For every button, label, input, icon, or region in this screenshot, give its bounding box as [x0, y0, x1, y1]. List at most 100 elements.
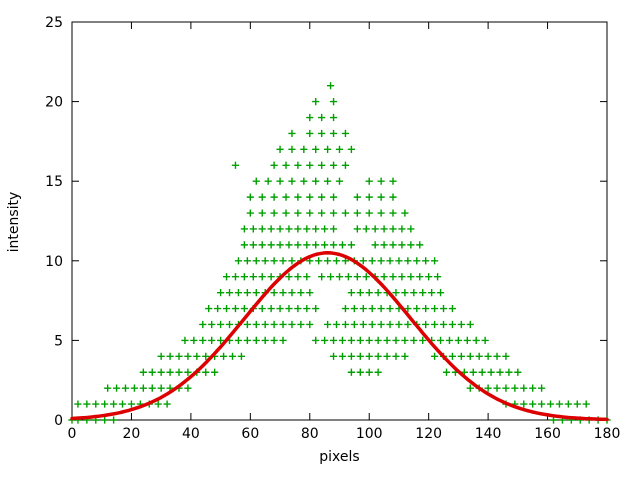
- data-point-marker: [329, 336, 338, 344]
- data-point-marker: [312, 304, 320, 313]
- data-point-marker: [353, 209, 361, 217]
- data-point-marker: [324, 145, 332, 153]
- data-point-marker: [410, 336, 418, 344]
- data-point-marker: [374, 368, 382, 376]
- data-point-marker: [306, 209, 314, 217]
- data-point-marker: [365, 289, 373, 297]
- data-point-marker: [252, 257, 260, 265]
- data-point-marker: [225, 320, 234, 329]
- data-point-marker: [324, 257, 332, 265]
- data-point-marker: [261, 320, 269, 329]
- data-point-marker: [359, 257, 367, 265]
- data-point-marker: [270, 320, 278, 329]
- data-point-marker: [288, 257, 296, 265]
- data-point-marker: [231, 304, 240, 313]
- data-point-marker: [246, 209, 254, 217]
- data-point-marker: [294, 304, 302, 313]
- data-point-marker: [341, 209, 350, 217]
- data-point-marker: [199, 336, 207, 344]
- data-point-marker: [276, 241, 284, 249]
- data-point-marker: [377, 320, 385, 329]
- data-point-marker: [347, 289, 355, 297]
- data-point-marker: [294, 273, 302, 281]
- data-point-marker: [555, 400, 564, 408]
- data-point-marker: [312, 241, 320, 249]
- data-point-marker: [252, 177, 260, 185]
- data-point-marker: [318, 273, 326, 281]
- data-point-marker: [475, 352, 483, 360]
- data-point-marker: [285, 241, 293, 249]
- data-point-marker: [362, 273, 370, 281]
- data-point-marker: [222, 273, 231, 281]
- data-point-marker: [436, 289, 445, 297]
- data-point-marker: [466, 384, 474, 392]
- data-point-marker: [365, 177, 373, 185]
- y-axis-title: intensity: [6, 191, 22, 253]
- data-point-marker: [368, 320, 376, 329]
- data-point-marker: [211, 368, 219, 376]
- data-point-marker: [127, 400, 136, 408]
- data-point-marker: [312, 225, 320, 233]
- data-point-marker: [374, 352, 382, 360]
- data-point-marker: [386, 304, 394, 313]
- data-point-marker: [457, 352, 465, 360]
- data-point-marker: [341, 129, 350, 138]
- data-point-marker: [484, 352, 492, 360]
- data-point-marker: [425, 273, 433, 281]
- data-point-marker: [318, 113, 326, 122]
- data-point-marker: [225, 289, 234, 297]
- data-point-marker: [326, 82, 335, 90]
- data-point-marker: [321, 336, 329, 344]
- x-tick-label: 80: [301, 426, 319, 442]
- data-point-marker: [306, 161, 314, 169]
- data-point-marker: [514, 368, 522, 376]
- data-point-marker: [419, 289, 427, 297]
- data-point-marker: [261, 336, 269, 344]
- data-point-marker: [377, 209, 385, 217]
- data-point-marker: [267, 241, 275, 249]
- data-point-marker: [282, 193, 290, 201]
- data-point-marker: [258, 225, 266, 233]
- data-point-marker: [380, 241, 388, 249]
- data-point-marker: [312, 98, 320, 106]
- data-point-marker: [300, 177, 308, 185]
- data-point-marker: [83, 400, 91, 408]
- data-point-marker: [243, 257, 251, 265]
- data-point-marker: [228, 352, 237, 360]
- data-point-marker: [332, 320, 341, 329]
- data-point-marker: [389, 177, 397, 185]
- data-point-marker: [237, 352, 246, 360]
- data-point-marker: [353, 273, 361, 281]
- data-point-marker: [101, 416, 109, 424]
- data-point-marker: [240, 241, 248, 249]
- data-point-marker: [538, 384, 546, 392]
- data-point-marker: [199, 320, 207, 329]
- data-point-marker: [321, 225, 329, 233]
- data-point-marker: [219, 352, 228, 360]
- data-point-marker: [398, 225, 406, 233]
- data-point-marker: [448, 352, 457, 360]
- data-point-marker: [431, 320, 439, 329]
- data-point-marker: [297, 320, 305, 329]
- data-point-marker: [472, 336, 480, 344]
- data-point-marker: [243, 289, 251, 297]
- data-point-marker: [329, 161, 338, 169]
- data-point-marker: [104, 384, 112, 392]
- data-point-marker: [353, 225, 361, 233]
- data-point-marker: [398, 273, 406, 281]
- data-point-marker: [338, 352, 347, 360]
- data-point-marker: [445, 336, 454, 344]
- data-point-marker: [371, 241, 379, 249]
- data-point-marker: [329, 241, 338, 249]
- data-point-marker: [246, 193, 254, 201]
- data-point-marker: [463, 336, 471, 344]
- data-point-marker: [466, 320, 474, 329]
- data-point-marker: [329, 98, 338, 106]
- data-point-marker: [294, 193, 302, 201]
- data-point-marker: [350, 320, 358, 329]
- data-point-marker: [389, 225, 397, 233]
- data-point-marker: [288, 320, 296, 329]
- data-point-marker: [270, 257, 278, 265]
- data-point-marker: [564, 400, 572, 408]
- data-point-marker: [350, 304, 358, 313]
